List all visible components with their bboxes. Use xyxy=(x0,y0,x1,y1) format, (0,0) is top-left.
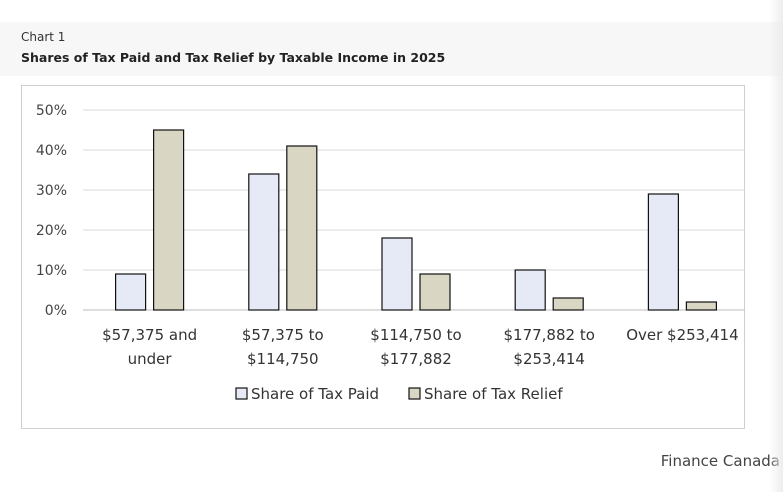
bar-tax-paid xyxy=(514,269,546,311)
bar-tax-relief xyxy=(153,129,185,311)
x-tick-label: $253,414 xyxy=(513,350,585,368)
bar-tax-relief xyxy=(419,273,451,311)
x-tick-label: $114,750 xyxy=(247,350,319,368)
legend-swatch-tax-paid xyxy=(235,387,248,400)
right-edge-shadow xyxy=(769,0,783,492)
x-tick-label: $57,375 and xyxy=(102,326,197,344)
bar-tax-paid xyxy=(248,173,280,311)
chart-number-label: Chart 1 xyxy=(21,30,66,44)
y-tick-label: 50% xyxy=(36,103,67,119)
x-tick-label: $177,882 to xyxy=(503,326,594,344)
x-tick-label: $177,882 xyxy=(380,350,452,368)
legend-label-tax-paid: Share of Tax Paid xyxy=(251,385,379,403)
bar-tax-paid xyxy=(647,193,680,311)
y-tick-label: 40% xyxy=(36,143,67,159)
bar-tax-relief xyxy=(685,301,718,311)
y-tick-label: 20% xyxy=(36,223,67,239)
chart-title: Shares of Tax Paid and Tax Relief by Tax… xyxy=(21,50,446,65)
y-tick-label: 10% xyxy=(36,263,67,279)
y-tick-label: 30% xyxy=(36,183,67,199)
bar-tax-relief xyxy=(552,297,584,311)
bar-tax-paid xyxy=(381,237,413,311)
x-tick-label: $57,375 to xyxy=(242,326,324,344)
bar-tax-relief xyxy=(286,145,318,311)
bar-chart: 0% 10% 20% 30% 40% 50% $57,375 and under $57,375… xyxy=(36,103,745,403)
x-tick-label: $114,750 to xyxy=(370,326,461,344)
header-band xyxy=(0,22,783,76)
legend-swatch-tax-relief xyxy=(408,387,421,400)
source-credit: Finance Canada xyxy=(660,452,780,470)
x-tick-label: Over $253,414 xyxy=(626,326,738,344)
legend-label-tax-relief: Share of Tax Relief xyxy=(424,385,563,403)
x-tick-label: under xyxy=(128,350,173,368)
y-tick-label: 0% xyxy=(45,303,67,319)
bar-tax-paid xyxy=(114,273,147,311)
